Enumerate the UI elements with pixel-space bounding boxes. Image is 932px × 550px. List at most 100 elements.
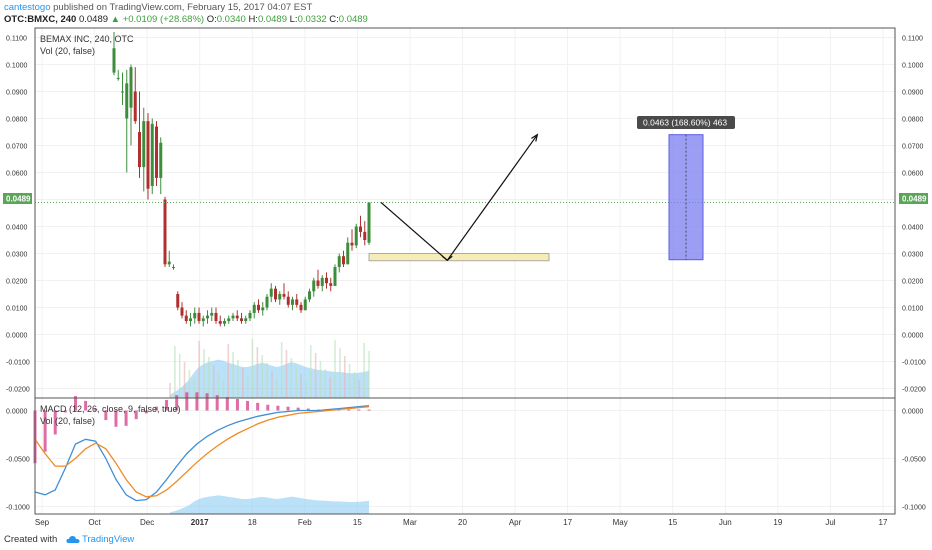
y-tick-label-right: -0.0200 — [902, 387, 926, 394]
candle-body — [261, 307, 265, 311]
volume-bar — [300, 374, 302, 398]
y-tick-label-right: 0.0200 — [902, 279, 924, 286]
tradingview-brand-link[interactable]: TradingView — [81, 534, 135, 545]
candle-body — [180, 307, 184, 316]
x-tick-label: 19 — [773, 518, 782, 527]
projection-path — [380, 134, 538, 262]
x-tick-label: 20 — [458, 518, 467, 527]
volume-bar — [222, 381, 225, 398]
volume-bar — [266, 363, 268, 398]
candle-body — [142, 121, 146, 168]
price-candles — [112, 32, 371, 327]
y-tick-label-right: 0.0100 — [902, 306, 924, 313]
drawing-annotations[interactable] — [35, 133, 895, 262]
candle-body — [121, 91, 124, 93]
last-price-tag-left — [3, 193, 32, 204]
x-tick-label: Feb — [298, 518, 312, 527]
candle-body — [316, 280, 320, 286]
macd-histogram-bar — [94, 408, 98, 411]
candle-body — [227, 318, 231, 322]
volume-bar — [309, 345, 312, 398]
candle-body — [172, 267, 175, 269]
macd-histogram-bar — [104, 410, 108, 421]
x-tick-label: Jul — [825, 518, 835, 527]
volume-bar — [314, 353, 317, 398]
symbol-label: OTC:BMXC, 240 — [4, 14, 77, 25]
candle-body — [286, 296, 290, 305]
x-tick-label: Sep — [35, 518, 50, 527]
high-label: H: — [248, 14, 258, 25]
candle-body — [189, 318, 192, 322]
volume-bar — [208, 357, 210, 398]
x-tick-label: Jun — [719, 518, 732, 527]
macd-histogram-bar — [225, 397, 229, 411]
y-tick-label-left: 0.1000 — [6, 62, 28, 69]
volume-bar — [305, 382, 307, 398]
candle-body — [265, 296, 269, 308]
candle-body — [167, 261, 171, 265]
x-tick-label: Oct — [88, 518, 101, 527]
candle-body — [269, 288, 273, 297]
candle-body — [257, 304, 260, 311]
candle-body — [116, 77, 120, 79]
macd-histogram-bar — [367, 409, 371, 411]
macd-histogram-bar — [134, 410, 138, 420]
candle-body — [146, 121, 150, 189]
volume-bar — [339, 348, 341, 398]
open-label: O: — [206, 14, 217, 25]
last-price: 0.0489 — [78, 14, 109, 25]
grid-lines — [35, 28, 895, 514]
volume-bar — [212, 365, 215, 398]
macd-legend-macd: MACD (12, 26, close, 9, false, true) — [40, 404, 181, 414]
candle-body — [312, 280, 316, 292]
measure-label: 0.0463 (168.60%) 463 — [643, 118, 727, 128]
candle-body — [159, 142, 163, 178]
candle-body — [240, 318, 243, 322]
macd-histogram-bar — [266, 404, 270, 411]
macd-histogram-bar — [124, 410, 128, 426]
volume-bar — [242, 368, 244, 398]
y-tick-label-left: 0.0200 — [6, 279, 28, 286]
support-zone — [368, 253, 550, 262]
candle-body — [363, 231, 367, 241]
candle-body — [133, 91, 137, 122]
candle-body — [155, 126, 158, 178]
measure-label-box — [637, 116, 735, 129]
macd-histogram-bar — [73, 396, 77, 411]
volume-bar — [188, 370, 191, 398]
macd-histogram-bar — [256, 402, 260, 411]
y-tick-label-right: -0.0100 — [902, 360, 926, 367]
candle-body — [303, 299, 307, 311]
candle-body — [206, 315, 209, 319]
candle-body — [176, 294, 180, 308]
candle-body — [163, 199, 167, 265]
last-price-tag-right — [899, 193, 928, 204]
y-tick-label-right: 0.1000 — [902, 62, 924, 69]
y-tick-label-left: 0.0700 — [6, 143, 28, 150]
candle-body — [359, 226, 362, 232]
author-link[interactable]: cantestogo — [4, 2, 51, 13]
x-tick-label: 2017 — [191, 518, 209, 527]
volume-bar — [183, 362, 186, 398]
volume-bar — [324, 369, 327, 398]
macd-histogram-bar — [246, 400, 250, 411]
volume-bar — [353, 372, 356, 398]
y-tick-label-left: 0.0800 — [6, 116, 28, 123]
plot-frame — [34, 27, 896, 515]
y-tick-label-left: 0.0000 — [6, 333, 28, 340]
macd-y-tick-left: 0.0000 — [6, 409, 28, 416]
candle-body — [201, 318, 205, 322]
volume-bar — [329, 377, 331, 398]
symbol-ohlc-line: OTC:BMXC, 240 0.0489 ▲ +0.0109 (+28.68%)… — [4, 14, 368, 25]
candle-body — [329, 283, 333, 286]
volume-bars — [169, 339, 370, 514]
y-tick-label-left: 0.1100 — [6, 35, 27, 42]
x-tick-label: 17 — [563, 518, 572, 527]
volume-bar — [368, 351, 370, 398]
volume-bar — [217, 373, 220, 398]
volume-bar — [178, 354, 181, 398]
x-tick-label: 15 — [353, 518, 362, 527]
candle-body — [274, 288, 277, 300]
y-tick-label-right: 0.0900 — [902, 89, 924, 96]
